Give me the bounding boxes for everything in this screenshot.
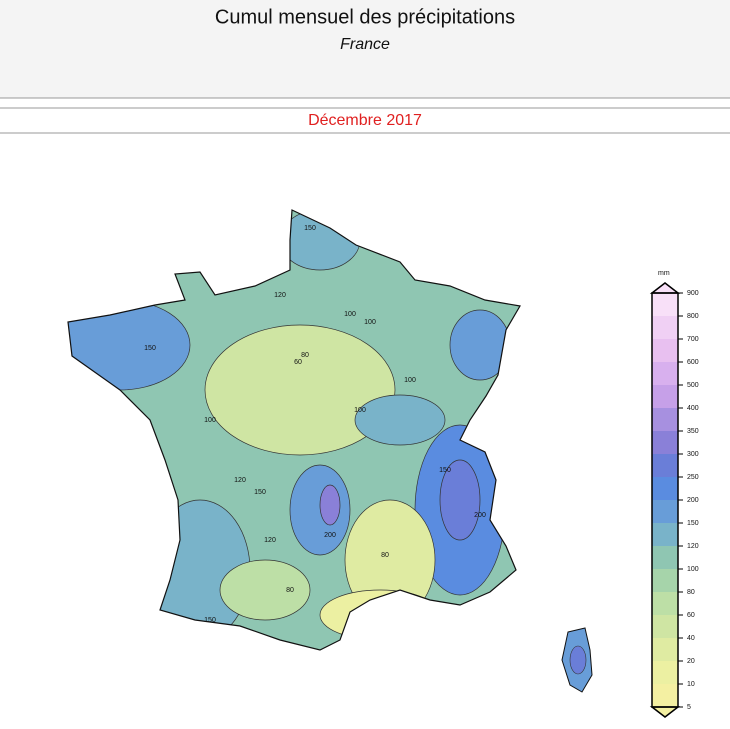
colorbar-tick-label: 60 [687, 612, 695, 619]
contour-label: 150 [304, 225, 316, 232]
colorbar-segment [652, 615, 678, 638]
contour-label: 80 [286, 587, 294, 594]
contour-label: 150 [144, 345, 156, 352]
colorbar-tick-label: 500 [687, 382, 699, 389]
colorbar-tick-label: 700 [687, 336, 699, 343]
period: Décembre 2017 [308, 112, 422, 129]
colorbar-segment [652, 500, 678, 523]
colorbar-segment [652, 684, 678, 707]
colorbar-segment [652, 316, 678, 339]
contour-label: 80 [381, 552, 389, 559]
contour-label: 100 [364, 319, 376, 326]
colorbar-tick-label: 900 [687, 290, 699, 297]
contour-label: 100 [354, 407, 366, 414]
colorbar-tick-label: 150 [687, 520, 699, 527]
colorbar-segment [652, 592, 678, 615]
colorbar-cap [649, 282, 681, 294]
colorbar-tick-label: 350 [687, 428, 699, 435]
contour-label: 120 [264, 537, 276, 544]
colorbar-unit: mm [658, 270, 670, 277]
contour-label: 100 [404, 377, 416, 384]
colorbar-segment [652, 569, 678, 592]
colorbar-tick-label: 400 [687, 405, 699, 412]
contour-label: 60 [294, 359, 302, 366]
colorbar-tick-label: 100 [687, 566, 699, 573]
contour-label: 120 [234, 477, 246, 484]
colorbar-cap [649, 706, 681, 718]
colorbar-tick-label: 250 [687, 474, 699, 481]
colorbar-tick-label: 200 [687, 497, 699, 504]
contour-label: 150 [439, 467, 451, 474]
contour-label: 150 [254, 489, 266, 496]
colorbar-segment [652, 546, 678, 569]
colorbar-tick-label: 5 [687, 704, 691, 711]
subtitle: France [340, 36, 390, 53]
colorbar-tick-label: 120 [687, 543, 699, 550]
colorbar-segment [652, 362, 678, 385]
header-bg [0, 0, 730, 98]
contour-label: 200 [324, 532, 336, 539]
colorbar-segment [652, 293, 678, 316]
colorbar-tick-label: 40 [687, 635, 695, 642]
corsica-contour [569, 645, 587, 675]
colorbar-segment [652, 661, 678, 684]
colorbar-segment [652, 454, 678, 477]
contour-label: 120 [274, 292, 286, 299]
colorbar-segment [652, 408, 678, 431]
colorbar-segment [652, 477, 678, 500]
contour-label: 80 [301, 352, 309, 359]
colorbar-tick-label: 80 [687, 589, 695, 596]
colorbar-tick-label: 800 [687, 313, 699, 320]
colorbar-tick-label: 300 [687, 451, 699, 458]
colorbar-segment [652, 431, 678, 454]
contour-label: 100 [344, 311, 356, 318]
colorbar-segment [652, 523, 678, 546]
colorbar-tick-label: 600 [687, 359, 699, 366]
contour-label: 100 [204, 417, 216, 424]
colorbar-segment [652, 339, 678, 362]
colorbar-segment [652, 638, 678, 661]
colorbar-tick-label: 10 [687, 681, 695, 688]
colorbar-tick-label: 20 [687, 658, 695, 665]
colorbar-segment [652, 385, 678, 408]
title: Cumul mensuel des précipitations [215, 6, 515, 28]
contour-label: 150 [204, 617, 216, 624]
contour-label: 200 [474, 512, 486, 519]
